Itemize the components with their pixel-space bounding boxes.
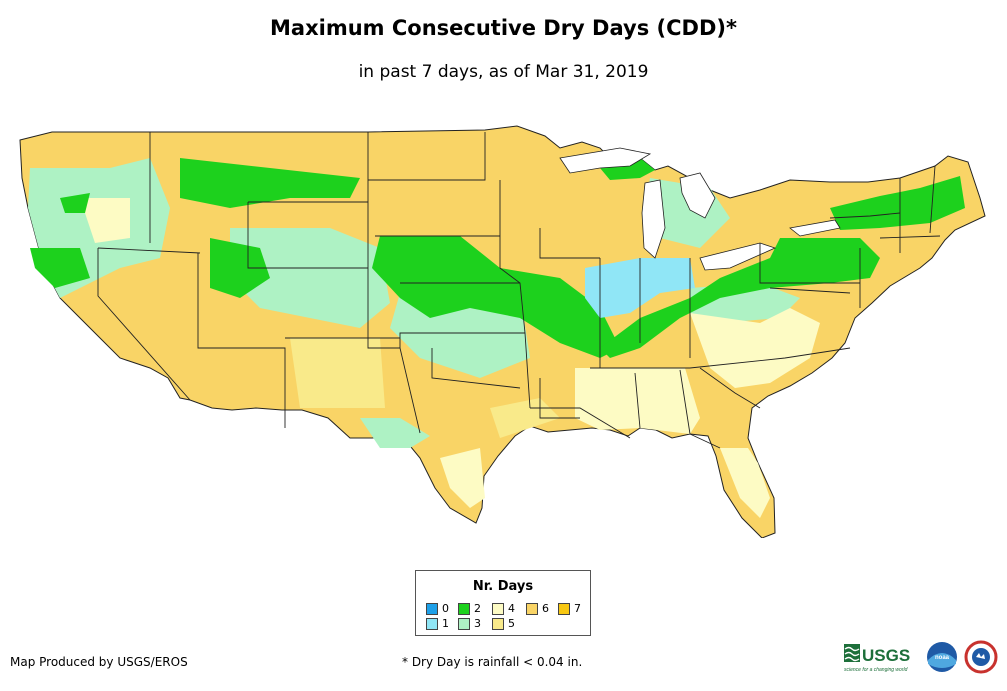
legend-item-7: 7 <box>558 603 581 615</box>
legend-item-0: 0 <box>426 603 449 615</box>
legend-item-3: 3 <box>458 618 481 630</box>
svg-text:noaa: noaa <box>935 655 950 661</box>
zone-4-days <box>80 198 820 518</box>
usgs-logo: USGS science for a changing world <box>844 644 910 673</box>
legend-swatch-1 <box>426 618 438 630</box>
legend-swatch-7 <box>558 603 570 615</box>
legend-swatch-3 <box>458 618 470 630</box>
great-lakes <box>559 147 841 271</box>
legend-item-2: 2 <box>458 603 481 615</box>
legend-swatch-4 <box>492 603 504 615</box>
svg-text:USGS: USGS <box>862 646 910 665</box>
dry-day-footnote: * Dry Day is rainfall < 0.04 in. <box>402 655 583 669</box>
legend-swatch-5 <box>492 618 504 630</box>
state-boundaries <box>97 132 941 449</box>
map-subtitle: in past 7 days, as of Mar 31, 2019 <box>358 62 649 82</box>
legend: Nr. Days 0 1 2 3 4 5 6 7 <box>415 570 591 636</box>
nws-logo <box>964 640 998 674</box>
map-title: Maximum Consecutive Dry Days (CDD)* <box>270 16 737 40</box>
noaa-logo: noaa <box>927 642 957 672</box>
us-cdd-map <box>19 125 986 538</box>
map-credit: Map Produced by USGS/EROS <box>10 655 188 669</box>
svg-text:science for a changing world: science for a changing world <box>844 667 908 673</box>
legend-swatch-2 <box>458 603 470 615</box>
legend-item-5: 5 <box>492 618 515 630</box>
legend-item-6: 6 <box>526 603 549 615</box>
legend-swatch-0 <box>426 603 438 615</box>
legend-title: Nr. Days <box>472 579 534 594</box>
agency-logos: USGS science for a changing world noaa <box>844 640 998 674</box>
legend-item-1: 1 <box>426 618 449 630</box>
legend-swatch-6 <box>526 603 538 615</box>
legend-item-4: 4 <box>492 603 515 615</box>
